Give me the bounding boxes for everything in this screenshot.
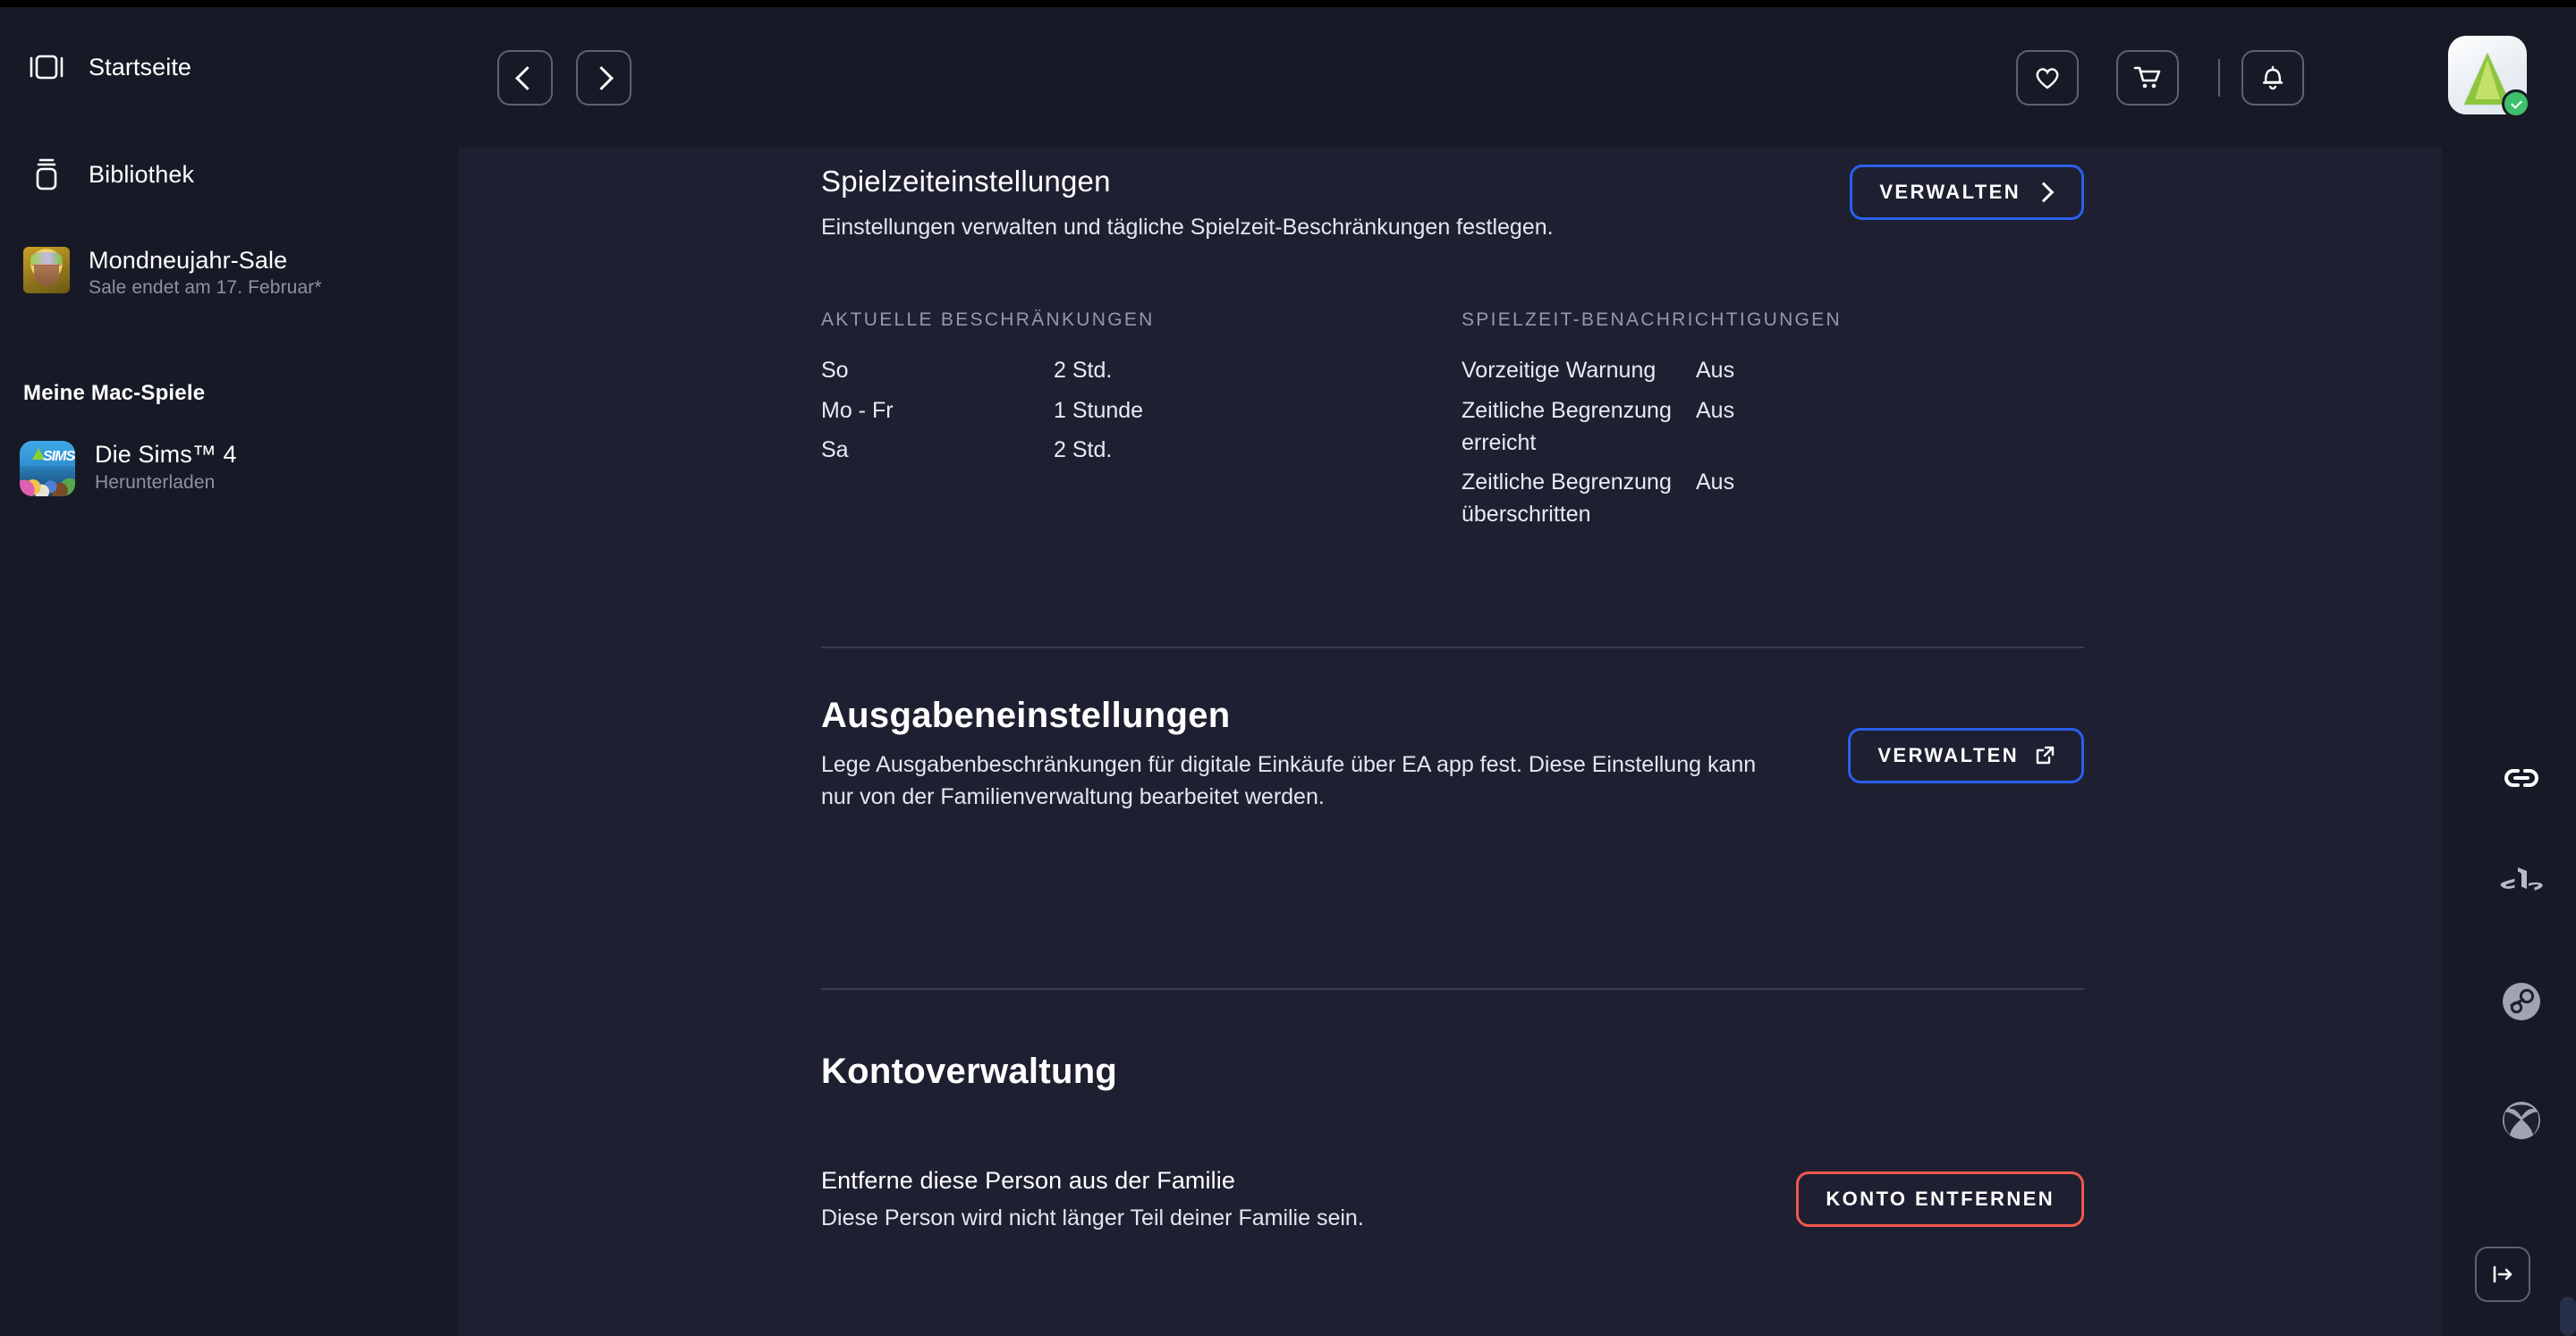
account-title: Kontoverwaltung <box>821 1052 1118 1091</box>
restriction-limit: 1 Stunde <box>1054 397 1144 423</box>
notification-row: Zeitliche Begrenzung überschritten Aus <box>1462 466 2088 531</box>
sidebar-item-label: Bibliothek <box>89 160 195 188</box>
notification-row: Zeitliche Begrenzung erreicht Aus <box>1462 394 2088 460</box>
playtime-notifications-column: SPIELZEIT-BENACHRICHTIGUNGEN Vorzeitige … <box>1462 309 2088 537</box>
notification-name: Zeitliche Begrenzung erreicht <box>1462 397 1672 455</box>
bell-icon <box>2262 65 2284 90</box>
spending-title: Ausgabeneinstellungen <box>821 696 1231 735</box>
remove-account-button[interactable]: KONTO ENTFERNEN <box>1796 1171 2084 1227</box>
restriction-row: Sa 2 Std. <box>821 434 1462 466</box>
remove-person-description: Diese Person wird nicht länger Teil dein… <box>821 1205 1364 1230</box>
restriction-day: Sa <box>821 436 849 462</box>
sidebar-item-startseite[interactable]: Startseite <box>0 41 191 93</box>
logout-icon <box>2493 1265 2512 1283</box>
promo-thumbnail-icon <box>23 247 70 293</box>
notification-row: Vorzeitige Warnung Aus <box>1462 354 2088 386</box>
notification-name: Vorzeitige Warnung <box>1462 358 1657 384</box>
top-bar <box>458 7 2576 148</box>
avatar[interactable] <box>2448 36 2530 118</box>
cart-button[interactable] <box>2116 50 2179 106</box>
notification-value: Aus <box>1696 469 1735 495</box>
notifications-header: SPIELZEIT-BENACHRICHTIGUNGEN <box>1462 309 1842 331</box>
chevron-right-icon <box>2033 182 2055 203</box>
notification-value: Aus <box>1696 397 1735 423</box>
restrictions-header: AKTUELLE BESCHRÄNKUNGEN <box>821 309 1155 331</box>
notification-name: Zeitliche Begrenzung überschritten <box>1462 469 1672 528</box>
game-title: Die Sims™ 4 <box>95 441 237 468</box>
dock-item-playstation[interactable] <box>2467 838 2576 927</box>
window-top-strip <box>0 0 2576 7</box>
sidebar-game-die-sims-4[interactable]: SIMS4 Die Sims™ 4 Herunterladen <box>0 441 237 496</box>
sims4-thumbnail-icon: SIMS4 <box>20 441 75 496</box>
section-divider <box>821 988 2084 990</box>
section-divider <box>821 647 2084 648</box>
dock-item-steam[interactable] <box>2467 957 2576 1046</box>
dock-item-xbox[interactable] <box>2467 1076 2576 1165</box>
logout-button[interactable] <box>2475 1247 2530 1302</box>
remove-person-title: Entferne diese Person aus der Familie <box>821 1167 1235 1194</box>
home-panels-icon <box>23 44 70 90</box>
steam-icon <box>2503 983 2540 1020</box>
chevron-left-icon <box>515 65 539 90</box>
toolbar-divider <box>2218 59 2220 97</box>
external-link-icon <box>2036 746 2055 765</box>
verified-check-icon <box>2502 89 2530 118</box>
section-kontoverwaltung: Kontoverwaltung Entferne diese Person au… <box>821 1052 2084 1231</box>
restriction-row: Mo - Fr 1 Stunde <box>821 394 1462 427</box>
restriction-limit: 2 Std. <box>1054 358 1113 384</box>
playtime-manage-button[interactable]: VERWALTEN <box>1850 165 2084 220</box>
link-icon <box>2504 769 2538 787</box>
playtime-title: Spielzeiteinstellungen <box>821 165 1111 198</box>
playtime-description: Einstellungen verwalten und tägliche Spi… <box>821 215 1554 240</box>
sidebar-item-promo[interactable]: Mondneujahr-Sale Sale endet am 17. Febru… <box>0 247 322 299</box>
nav-forward-button[interactable] <box>576 50 631 106</box>
spending-manage-label: VERWALTEN <box>1877 744 2019 766</box>
platform-dock <box>2467 715 2576 1187</box>
spending-manage-button[interactable]: VERWALTEN <box>1848 728 2084 783</box>
xbox-icon <box>2503 1102 2540 1139</box>
playstation-icon <box>2500 867 2543 891</box>
restriction-limit: 2 Std. <box>1054 436 1113 462</box>
section-ausgabeneinstellungen: Ausgabeneinstellungen Lege Ausgabenbesch… <box>821 696 2084 814</box>
wishlist-button[interactable] <box>2016 50 2079 106</box>
notifications-button[interactable] <box>2241 50 2304 106</box>
sidebar: Startseite Bibliothek Mondneujahr-Sale S… <box>0 7 458 1336</box>
heart-icon <box>2036 68 2059 89</box>
sidebar-section-title: Meine Mac-Spiele <box>23 381 206 405</box>
sidebar-item-label: Startseite <box>89 53 192 80</box>
current-restrictions-column: AKTUELLE BESCHRÄNKUNGEN So 2 Std. Mo - F… <box>821 309 1462 537</box>
nav-back-button[interactable] <box>497 50 553 106</box>
remove-account-label: KONTO ENTFERNEN <box>1826 1188 2055 1210</box>
sidebar-item-bibliothek[interactable]: Bibliothek <box>0 148 194 200</box>
library-icon <box>23 151 70 198</box>
restriction-row: So 2 Std. <box>821 354 1462 386</box>
chevron-right-icon <box>589 65 614 90</box>
restriction-day: So <box>821 358 849 384</box>
promo-subtitle: Sale endet am 17. Februar* <box>89 277 322 298</box>
promo-title: Mondneujahr-Sale <box>89 247 288 274</box>
notification-value: Aus <box>1696 358 1735 384</box>
scrollbar-thumb[interactable] <box>2560 1297 2576 1336</box>
playtime-manage-label: VERWALTEN <box>1879 181 2021 203</box>
cart-icon <box>2133 66 2161 89</box>
dock-item-link-accounts[interactable] <box>2467 733 2576 823</box>
section-spielzeiteinstellungen: Spielzeiteinstellungen Einstellungen ver… <box>821 165 2084 538</box>
game-status: Herunterladen <box>95 472 216 493</box>
restriction-day: Mo - Fr <box>821 397 894 423</box>
main-panel: Spielzeiteinstellungen Einstellungen ver… <box>458 148 2442 1336</box>
spending-description: Lege Ausgabenbeschränkungen für digitale… <box>821 752 1757 810</box>
